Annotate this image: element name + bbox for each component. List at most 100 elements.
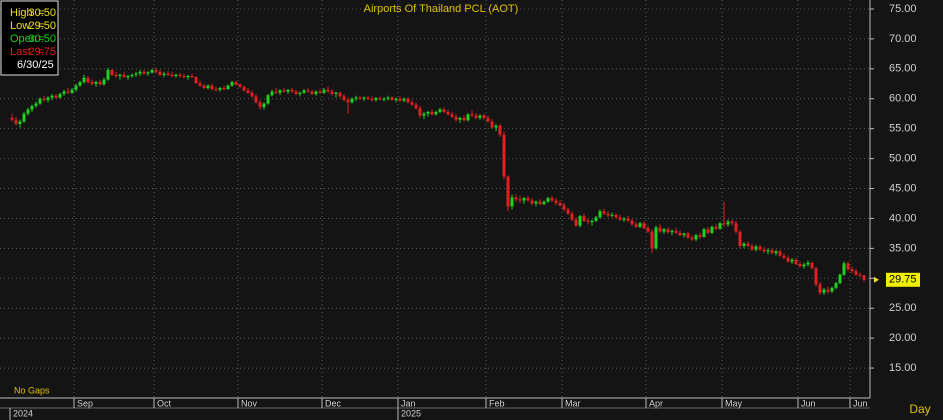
- candle-body: [106, 70, 110, 80]
- x-tick-label: Jun: [853, 398, 868, 408]
- candle-body: [522, 198, 526, 201]
- y-tick-label: 40.00: [889, 212, 917, 224]
- last-price-label: 29.75: [889, 274, 917, 286]
- candle-body: [370, 98, 374, 100]
- candle-body: [98, 81, 102, 85]
- candle-body: [786, 257, 790, 262]
- candle-body: [226, 85, 230, 90]
- candle-body: [730, 221, 734, 224]
- candle-body: [34, 103, 38, 106]
- candle-body: [714, 226, 718, 229]
- candle-body: [550, 198, 554, 201]
- axes: 15.0020.0025.0030.0035.0040.0045.0050.00…: [9, 3, 920, 420]
- candle-body: [530, 200, 534, 204]
- candles: [10, 67, 866, 296]
- candle-body: [266, 95, 270, 104]
- candle-body: [410, 102, 414, 105]
- candle-body: [362, 97, 366, 99]
- candle-body: [794, 259, 798, 264]
- candle-body: [750, 245, 754, 250]
- candle-body: [134, 73, 138, 75]
- y-tick-label: 70.00: [889, 33, 917, 45]
- candle-body: [262, 103, 266, 108]
- candle-body: [178, 74, 182, 77]
- candle-body: [114, 74, 118, 77]
- y-tick-label: 55.00: [889, 123, 917, 135]
- x-tick-label: May: [725, 398, 743, 408]
- candle-body: [690, 237, 694, 240]
- candle-body: [174, 74, 178, 77]
- candle-body: [426, 111, 430, 114]
- candle-body: [614, 214, 618, 218]
- candle-body: [246, 90, 250, 93]
- candle-body: [302, 90, 306, 93]
- candle-body: [766, 250, 770, 252]
- candle-body: [234, 81, 238, 85]
- candle-body: [78, 81, 82, 86]
- candle-body: [790, 259, 794, 262]
- candle-body: [662, 229, 666, 232]
- candle-body: [326, 89, 330, 92]
- candle-body: [678, 232, 682, 236]
- candle-body: [818, 284, 822, 293]
- candle-body: [86, 77, 90, 82]
- candle-body: [570, 213, 574, 220]
- candle-body: [854, 271, 858, 275]
- candle-body: [194, 77, 198, 84]
- candle-body: [710, 226, 714, 233]
- candle-body: [746, 243, 750, 246]
- candle-body: [118, 74, 122, 77]
- candle-body: [802, 264, 806, 267]
- candle-body: [126, 76, 130, 78]
- candle-body: [358, 97, 362, 99]
- info-value: 30.50: [28, 33, 56, 45]
- candle-body: [94, 81, 98, 84]
- candle-body: [582, 216, 586, 221]
- candle-body: [734, 223, 738, 232]
- candle-body: [62, 91, 66, 94]
- candle-body: [534, 201, 538, 204]
- candle-body: [610, 214, 614, 216]
- candle-body: [214, 89, 218, 91]
- candle-body: [290, 89, 294, 92]
- candle-body: [54, 95, 58, 98]
- candle-body: [314, 91, 318, 94]
- candle-body: [838, 274, 842, 284]
- candle-body: [82, 77, 86, 82]
- candle-body: [778, 251, 782, 256]
- candle-body: [450, 114, 454, 117]
- candle-body: [846, 263, 850, 270]
- candle-body: [850, 269, 854, 272]
- candle-body: [298, 92, 302, 94]
- x-tick-label: Jun: [801, 398, 816, 408]
- candle-body: [198, 83, 202, 86]
- candle-body: [110, 70, 114, 75]
- candle-body: [622, 218, 626, 220]
- candle-body: [494, 125, 498, 128]
- candle-body: [462, 117, 466, 121]
- x-tick-label: Feb: [489, 398, 505, 408]
- candle-body: [346, 99, 350, 103]
- candle-body: [374, 98, 378, 100]
- candle-body: [642, 223, 646, 229]
- candle-body: [454, 116, 458, 120]
- candle-body: [726, 221, 730, 225]
- candle-body: [814, 268, 818, 285]
- candle-body: [482, 115, 486, 118]
- candle-body: [498, 125, 502, 135]
- info-value: 29.50: [28, 20, 56, 32]
- candle-body: [578, 216, 582, 226]
- candle-body: [842, 263, 846, 275]
- candle-body: [594, 217, 598, 221]
- candle-body: [706, 229, 710, 233]
- candle-body: [718, 223, 722, 229]
- candle-body: [590, 220, 594, 223]
- candle-body: [394, 98, 398, 100]
- candle-body: [230, 81, 234, 86]
- candle-body: [822, 289, 826, 293]
- candle-body: [250, 92, 254, 97]
- candle-body: [630, 220, 634, 225]
- candle-body: [218, 87, 222, 90]
